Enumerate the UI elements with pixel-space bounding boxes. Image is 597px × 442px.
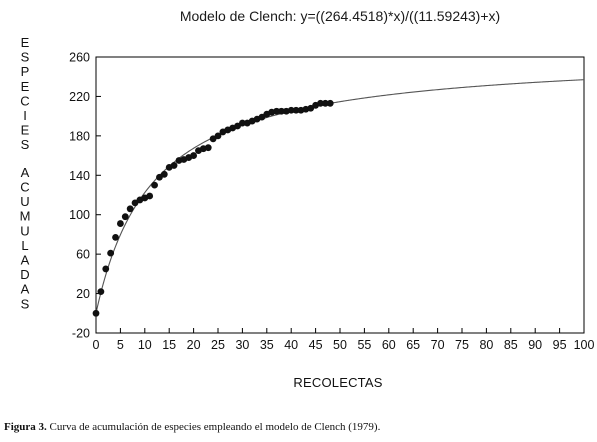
y-axis-label-letter: A (21, 165, 30, 180)
x-tick-label: 85 (504, 338, 518, 352)
data-point (258, 113, 266, 121)
y-tick-label: 20 (76, 287, 90, 301)
y-axis-label-letter: C (20, 180, 29, 195)
data-point (214, 132, 222, 140)
x-tick-label: 100 (574, 338, 595, 352)
x-tick-label: 70 (431, 338, 445, 352)
data-point (292, 106, 300, 114)
data-point (112, 233, 119, 241)
y-tick-label: 100 (69, 208, 90, 222)
y-axis-label-letter: E (21, 35, 30, 50)
data-point (121, 213, 129, 221)
data-point (131, 199, 139, 207)
x-tick-label: 75 (455, 338, 469, 352)
y-axis-label-letter: P (21, 64, 30, 79)
x-tick-label: 45 (309, 338, 323, 352)
x-tick-label: 20 (187, 338, 201, 352)
y-tick-label: 60 (76, 248, 90, 262)
x-tick-label: 35 (260, 338, 274, 352)
caption-label: Figura 3. (4, 421, 47, 433)
data-point (209, 135, 217, 143)
y-axis-label-letter: E (21, 123, 30, 138)
figure-caption: Figura 3. Curva de acumulación de especi… (4, 421, 594, 433)
y-axis-label-letter: L (21, 238, 28, 253)
data-point (190, 152, 198, 159)
x-tick-label: 40 (284, 338, 298, 352)
data-point (97, 288, 105, 295)
data-point (146, 192, 154, 200)
plot-frame (95, 56, 585, 334)
data-point (317, 99, 324, 107)
x-tick-label: 30 (235, 338, 249, 352)
x-axis-label: RECOLECTAS (293, 375, 382, 390)
x-tick-label: 50 (333, 338, 347, 352)
x-tick-label: 90 (528, 338, 542, 352)
y-axis-label-letter: A (21, 253, 30, 268)
y-axis-label-letter: S (21, 137, 30, 152)
data-point (239, 119, 246, 127)
plot-area: 0 5 10 15 20 25 30 35 40 45 50 55 60 65 70 75 80 85 90 95 10… (69, 51, 594, 353)
y-axis-label-letter: U (20, 194, 29, 209)
data-point (156, 173, 163, 181)
data-point (278, 107, 285, 115)
x-tick-label: 60 (382, 338, 396, 352)
y-axis-label-letter: M (20, 209, 31, 224)
y-axis-label-letter: U (20, 223, 29, 238)
y-tick-label: 260 (69, 51, 90, 65)
fitted-curve (95, 79, 585, 314)
x-tick-label: 0 (93, 338, 100, 352)
data-point (326, 99, 334, 107)
data-point (170, 162, 178, 169)
y-tick-label: 180 (69, 129, 90, 143)
x-tick-label: 25 (211, 338, 225, 352)
data-point (126, 205, 134, 213)
y-axis-label-letter: E (21, 79, 30, 94)
y-axis-label-letter: S (21, 296, 30, 311)
y-axis-label-letter: S (21, 50, 30, 65)
x-tick-label: 65 (406, 338, 420, 352)
x-tick-label: 10 (138, 338, 152, 352)
data-point (92, 309, 100, 317)
data-point (321, 99, 329, 107)
data-point (234, 122, 241, 130)
y-axis-label-letter: I (23, 108, 27, 123)
x-tick-label: 80 (479, 338, 493, 352)
y-axis-label-letter: D (20, 267, 29, 282)
y-tick-label: 140 (69, 169, 90, 183)
y-tick-label: 220 (69, 90, 90, 104)
y-axis-label-letter: A (21, 282, 30, 297)
data-point (307, 104, 315, 112)
x-tick-label: 95 (553, 338, 567, 352)
x-tick-label: 15 (162, 338, 176, 352)
caption-text: Curva de acumulación de especies emplean… (49, 421, 381, 433)
data-point (273, 107, 280, 115)
data-point (102, 265, 110, 273)
data-point (107, 249, 115, 257)
data-point (160, 170, 168, 178)
chart-title: Modelo de Clench: y=((264.4518)*x)/((11.… (180, 8, 500, 24)
data-point (287, 106, 295, 114)
y-axis-label-letter: C (20, 93, 29, 108)
y-tick-label: -20 (72, 327, 90, 341)
x-tick-label: 5 (117, 338, 124, 352)
x-tick-label: 55 (357, 338, 371, 352)
data-point (117, 220, 124, 227)
data-point (151, 181, 158, 189)
data-point (204, 144, 212, 152)
